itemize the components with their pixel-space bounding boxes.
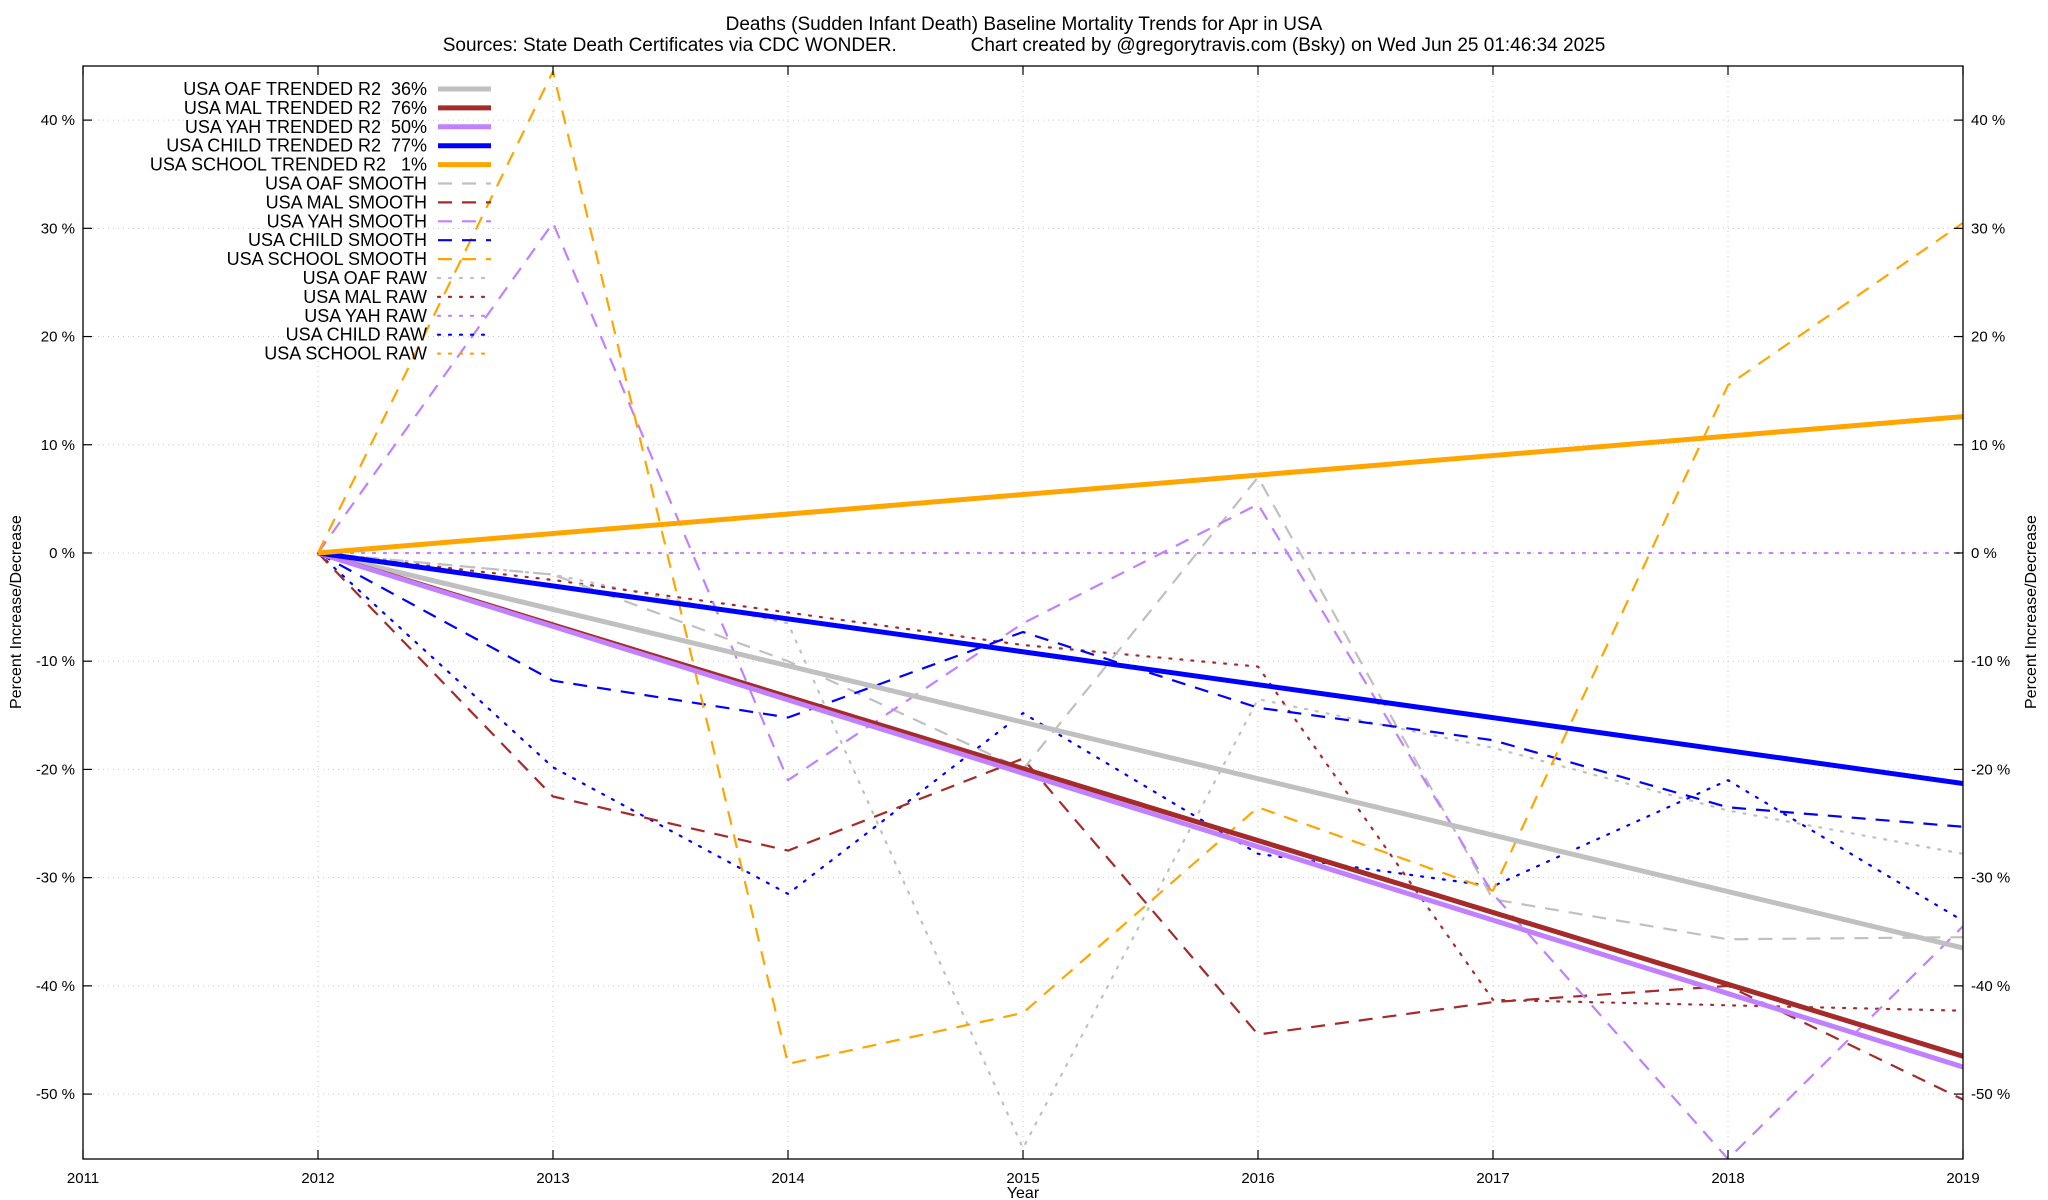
y-tick-label: -30 %: [36, 870, 75, 887]
y2-tick-label: -40 %: [1971, 978, 2010, 995]
legend-label: USA SCHOOL RAW: [264, 344, 427, 364]
x-tick-label: 2019: [1946, 1170, 1979, 1187]
y2-tick-label: 40 %: [1971, 112, 2005, 129]
y-axis-title: Percent Increase/Decrease: [8, 515, 25, 709]
x-tick-label: 2016: [1241, 1170, 1274, 1187]
x-tick-label: 2015: [1006, 1170, 1039, 1187]
series-line-4: [317, 414, 1963, 556]
y-tick-label: -50 %: [36, 1086, 75, 1103]
legend-label: USA SCHOOL TRENDED R2 1%: [150, 155, 427, 175]
y2-tick-label: -10 %: [1971, 653, 2010, 670]
x-tick-label: 2012: [301, 1170, 334, 1187]
legend-label: USA YAH SMOOTH: [267, 211, 427, 231]
legend: USA OAF TRENDED R2 36%USA MAL TRENDED R2…: [150, 79, 493, 364]
legend-label: USA MAL TRENDED R2 76%: [184, 98, 427, 118]
legend-label: USA MAL RAW: [303, 287, 427, 307]
chart-title: Deaths (Sudden Infant Death) Baseline Mo…: [726, 14, 1323, 35]
y-tick-label: 20 %: [41, 329, 75, 346]
y2-tick-label: -50 %: [1971, 1086, 2010, 1103]
series-line-0: [317, 550, 1963, 951]
legend-label: USA YAH TRENDED R2 50%: [185, 117, 427, 137]
legend-label: USA OAF TRENDED R2 36%: [183, 79, 427, 99]
y2-tick-label: -30 %: [1971, 870, 2010, 887]
series-line-6: [317, 552, 1963, 1101]
plot-series: [316, 70, 1963, 1159]
x-tick-label: 2011: [67, 1170, 99, 1187]
legend-label: USA MAL SMOOTH: [266, 192, 427, 212]
legend-label: USA CHILD TRENDED R2 77%: [166, 136, 427, 156]
y-tick-label: 30 %: [41, 220, 75, 237]
y2-tick-label: -20 %: [1971, 761, 2010, 778]
series-line-3: [317, 550, 1963, 786]
x-tick-label: 2018: [1711, 1170, 1744, 1187]
y2-tick-label: 20 %: [1971, 329, 2005, 346]
x-tick-label: 2017: [1476, 1170, 1509, 1187]
y-tick-label: -20 %: [36, 761, 75, 778]
legend-label: USA OAF RAW: [303, 268, 427, 288]
series-line-13: [316, 551, 1963, 923]
chart-subtitle: Sources: State Death Certificates via CD…: [443, 35, 1606, 56]
axes: 2011 2012 2013 2014 2015 2016 2017 2018 2019 -50 …: [36, 66, 2010, 1187]
legend-label: USA CHILD SMOOTH: [248, 230, 427, 250]
series-line-8: [317, 552, 1963, 828]
y-tick-label: -40 %: [36, 978, 75, 995]
legend-label: USA YAH RAW: [304, 306, 427, 326]
y2-tick-label: 10 %: [1971, 437, 2005, 454]
y2-axis-title: Percent Increase/Decrease: [2023, 515, 2040, 709]
series-line-10: [316, 551, 1963, 1150]
y-tick-label: 0 %: [49, 545, 75, 562]
y-tick-label: 10 %: [41, 437, 75, 454]
legend-label: USA OAF SMOOTH: [265, 174, 427, 194]
x-axis-title: Year: [1007, 1185, 1040, 1200]
series-line-7: [317, 221, 1963, 1159]
x-tick-label: 2014: [771, 1170, 804, 1187]
y2-tick-label: 30 %: [1971, 220, 2005, 237]
series-line-11: [316, 551, 1963, 1012]
y-tick-label: 40 %: [41, 112, 75, 129]
legend-label: USA SCHOOL SMOOTH: [227, 249, 427, 269]
series-line-9: [317, 70, 1963, 1065]
legend-label: USA CHILD RAW: [286, 325, 427, 345]
series-line-2: [317, 550, 1963, 1070]
x-tick-label: 2013: [536, 1170, 569, 1187]
y-tick-label: -10 %: [36, 653, 75, 670]
y2-tick-label: 0 %: [1971, 545, 1997, 562]
